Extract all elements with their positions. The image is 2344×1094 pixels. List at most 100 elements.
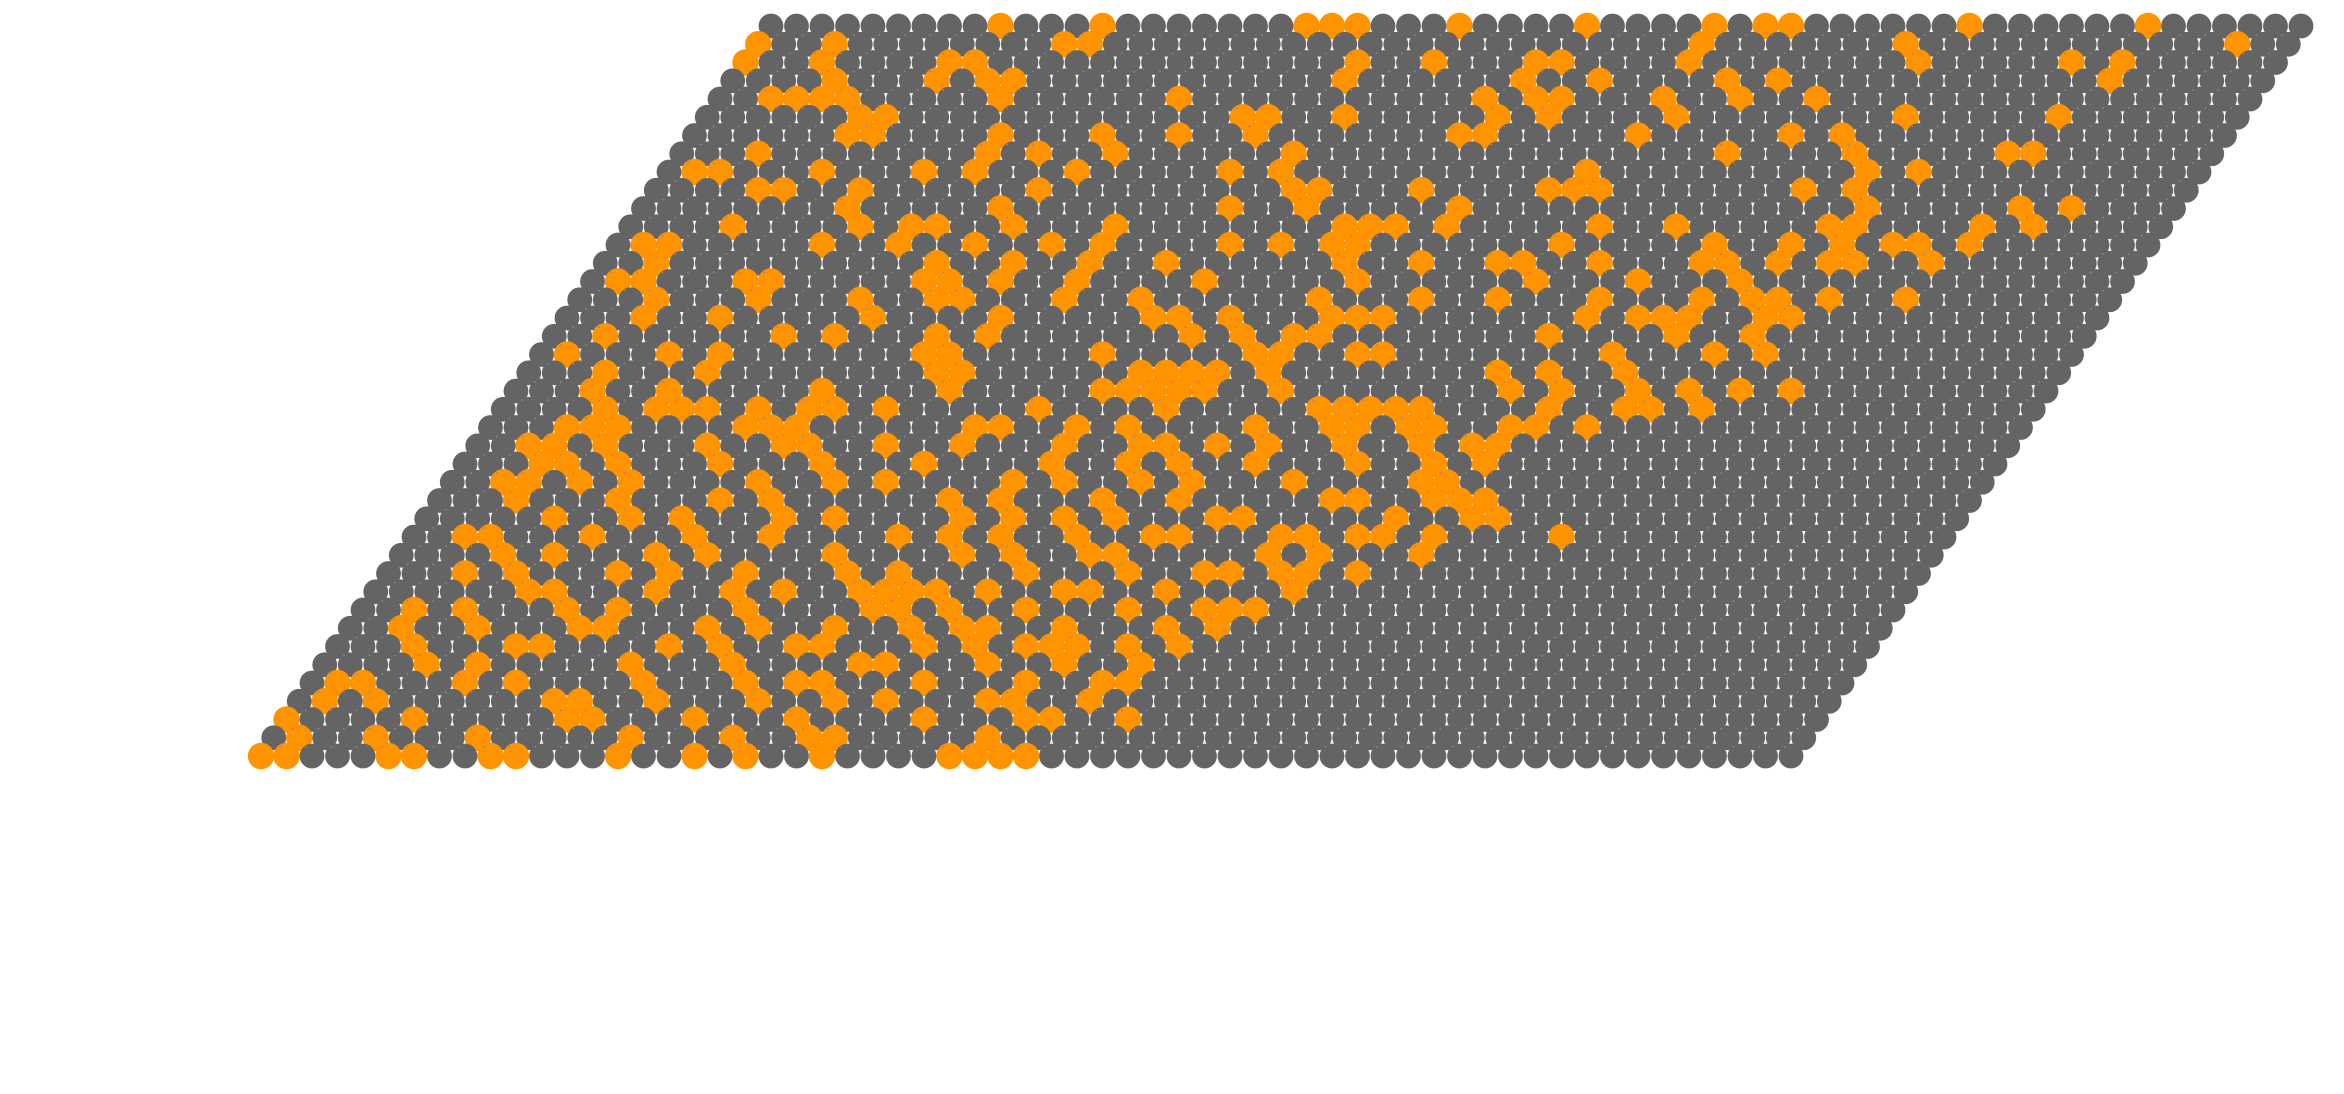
hex-cell-active[interactable] — [808, 158, 836, 186]
hex-cell-empty[interactable] — [1561, 214, 1587, 240]
hex-cell-empty[interactable] — [873, 31, 899, 57]
hex-cell-empty[interactable] — [1408, 31, 1434, 57]
hex-cell-empty[interactable] — [1536, 68, 1562, 94]
hex-cell-empty[interactable] — [1995, 68, 2021, 94]
hex-cell-empty[interactable] — [1918, 68, 1944, 94]
hex-cell-empty[interactable] — [478, 488, 503, 513]
hex-cell-empty[interactable] — [1816, 323, 1842, 349]
hex-cell-active[interactable] — [451, 560, 479, 587]
hex-cell-empty[interactable] — [1702, 524, 1727, 550]
hex-cell-empty[interactable] — [1931, 305, 1957, 331]
hex-cell-empty[interactable] — [1982, 123, 2008, 148]
hex-cell-active[interactable] — [1051, 286, 1078, 313]
hex-cell-active[interactable] — [974, 323, 1001, 350]
hex-cell-empty[interactable] — [1676, 488, 1702, 513]
hex-cell-empty[interactable] — [1090, 743, 1115, 769]
hex-cell-empty[interactable] — [1536, 579, 1562, 605]
hex-cell-empty[interactable] — [784, 561, 809, 586]
hex-cell-empty[interactable] — [1587, 433, 1613, 459]
hex-cell-empty[interactable] — [1408, 104, 1434, 130]
hex-cell-empty[interactable] — [388, 579, 414, 605]
hex-cell-empty[interactable] — [1472, 159, 1498, 185]
hex-cell-empty[interactable] — [414, 506, 440, 532]
hex-cell-empty[interactable] — [1638, 506, 1664, 532]
hex-cell-empty[interactable] — [1230, 68, 1256, 94]
hex-cell-empty[interactable] — [503, 597, 529, 623]
hex-cell-empty[interactable] — [1013, 451, 1039, 477]
hex-cell-empty[interactable] — [924, 141, 950, 167]
hex-cell-empty[interactable] — [1485, 31, 1511, 57]
hex-cell-active[interactable] — [1344, 487, 1371, 514]
hex-cell-empty[interactable] — [1791, 542, 1817, 568]
hex-cell-empty[interactable] — [1000, 287, 1026, 313]
hex-cell-empty[interactable] — [1561, 469, 1587, 495]
hex-cell-empty[interactable] — [1217, 451, 1243, 477]
hex-cell-empty[interactable] — [1855, 415, 1880, 440]
hex-cell-empty[interactable] — [1561, 31, 1587, 57]
hex-cell-empty[interactable] — [1880, 597, 1906, 623]
hex-cell-empty[interactable] — [1753, 451, 1778, 477]
hex-cell-empty[interactable] — [796, 469, 822, 495]
hex-cell-empty[interactable] — [1077, 469, 1103, 495]
hex-cell-empty[interactable] — [1472, 378, 1498, 404]
hex-cell-empty[interactable] — [1702, 86, 1727, 112]
hex-cell-empty[interactable] — [2263, 13, 2288, 39]
hex-cell-active[interactable] — [1344, 341, 1371, 368]
hex-cell-empty[interactable] — [1064, 86, 1090, 112]
hex-cell-empty[interactable] — [771, 141, 797, 167]
hex-cell-active[interactable] — [1165, 122, 1193, 149]
hex-cell-active[interactable] — [987, 85, 1014, 113]
hex-cell-empty[interactable] — [1026, 579, 1052, 605]
hex-cell-empty[interactable] — [949, 31, 975, 57]
hex-cell-empty[interactable] — [1459, 104, 1485, 130]
hex-cell-empty[interactable] — [1357, 323, 1383, 349]
hex-cell-empty[interactable] — [2186, 123, 2212, 148]
hex-cell-active[interactable] — [1637, 396, 1664, 423]
hex-cell-empty[interactable] — [1064, 451, 1090, 477]
hex-cell-empty[interactable] — [962, 13, 988, 39]
hex-cell-empty[interactable] — [1294, 86, 1319, 112]
hex-cell-active[interactable] — [821, 505, 848, 532]
hex-cell-empty[interactable] — [1039, 597, 1064, 623]
hex-cell-empty[interactable] — [618, 396, 644, 422]
hex-cell-empty[interactable] — [1077, 360, 1103, 386]
hex-cell-empty[interactable] — [1306, 68, 1332, 94]
hex-cell-empty[interactable] — [1625, 342, 1651, 367]
hex-cell-empty[interactable] — [784, 305, 809, 331]
hex-cell-empty[interactable] — [2059, 159, 2084, 185]
hex-cell-empty[interactable] — [860, 50, 886, 75]
hex-cell-empty[interactable] — [1944, 104, 1970, 130]
hex-cell-empty[interactable] — [1816, 141, 1842, 167]
hex-cell-empty[interactable] — [1893, 360, 1919, 386]
hex-cell-empty[interactable] — [439, 542, 465, 568]
hex-cell-empty[interactable] — [1969, 360, 1995, 386]
hex-cell-empty[interactable] — [809, 13, 835, 39]
hex-cell-empty[interactable] — [1638, 360, 1664, 386]
hex-cell-empty[interactable] — [1115, 342, 1141, 367]
hex-cell-empty[interactable] — [1370, 561, 1396, 586]
hex-cell-empty[interactable] — [796, 177, 822, 203]
hex-cell-empty[interactable] — [1166, 196, 1192, 221]
hex-cell-empty[interactable] — [1791, 31, 1817, 57]
hex-cell-empty[interactable] — [1561, 323, 1587, 349]
hex-cell-empty[interactable] — [1230, 433, 1256, 459]
hex-cell-empty[interactable] — [1867, 579, 1893, 605]
hex-cell-empty[interactable] — [2212, 123, 2237, 148]
hex-cell-empty[interactable] — [1957, 488, 1982, 513]
hex-cell-empty[interactable] — [554, 488, 580, 513]
hex-cell-empty[interactable] — [1804, 378, 1829, 404]
hex-cell-empty[interactable] — [1791, 433, 1817, 459]
hex-cell-empty[interactable] — [2135, 50, 2161, 75]
hex-cell-empty[interactable] — [2199, 141, 2225, 167]
hex-cell-active[interactable] — [2058, 195, 2085, 222]
hex-cell-empty[interactable] — [2135, 86, 2161, 112]
hex-cell-active[interactable] — [1153, 578, 1180, 605]
hex-cell-active[interactable] — [643, 578, 670, 605]
hex-cell-empty[interactable] — [1931, 415, 1957, 440]
hex-cell-empty[interactable] — [1370, 451, 1396, 477]
hex-cell-empty[interactable] — [1064, 13, 1090, 39]
hex-cell-empty[interactable] — [720, 141, 746, 167]
hex-cell-empty[interactable] — [1740, 250, 1766, 276]
hex-cell-empty[interactable] — [1957, 50, 1982, 75]
hex-cell-empty[interactable] — [1880, 524, 1906, 550]
